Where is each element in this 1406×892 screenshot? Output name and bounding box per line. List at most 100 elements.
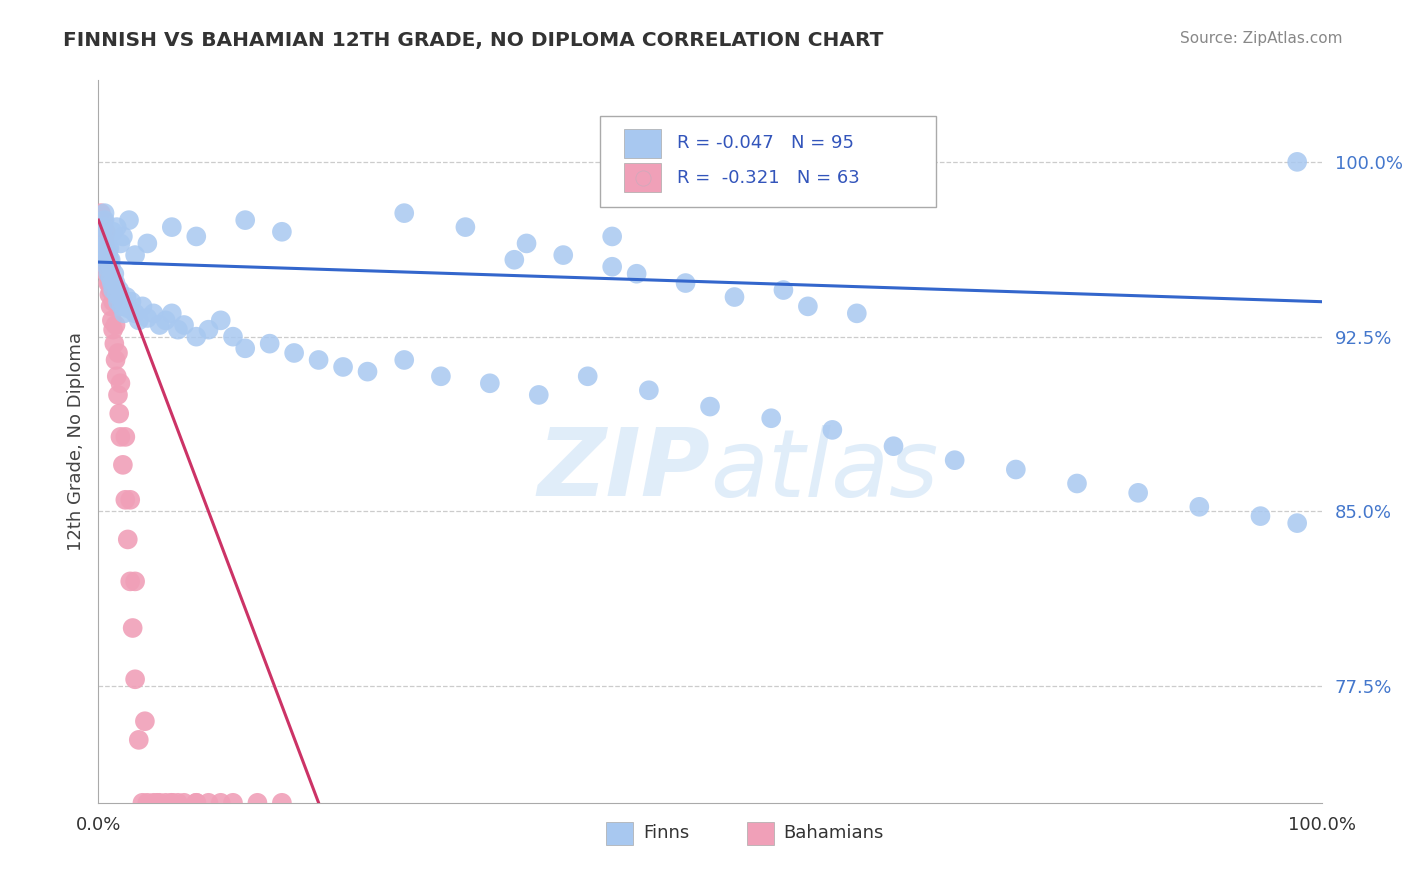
Bahamians: [94, 252, 117, 267]
Finns: [392, 206, 416, 220]
Finns: [101, 225, 124, 239]
Bahamians: [149, 796, 172, 810]
Bahamians: [91, 220, 114, 235]
Bahamians: [124, 574, 146, 589]
Bahamians: [104, 353, 127, 368]
Bahamians: [91, 229, 114, 244]
Bahamians: [98, 271, 121, 285]
Bahamians: [108, 407, 131, 421]
Finns: [94, 252, 117, 267]
Finns: [186, 229, 208, 244]
Finns: [108, 283, 131, 297]
Bahamians: [101, 323, 124, 337]
Finns: [155, 313, 177, 327]
Bahamians: [96, 260, 118, 274]
Finns: [118, 301, 141, 316]
Finns: [142, 306, 165, 320]
Finns: [160, 306, 183, 320]
Finns: [576, 369, 599, 384]
Bahamians: [101, 313, 124, 327]
Finns: [821, 423, 844, 437]
Finns: [100, 271, 122, 285]
Finns: [124, 306, 146, 320]
Finns: [136, 311, 159, 326]
Finns: [110, 236, 132, 251]
Finns: [97, 267, 120, 281]
Finns: [883, 439, 905, 453]
Text: FINNISH VS BAHAMIAN 12TH GRADE, NO DIPLOMA CORRELATION CHART: FINNISH VS BAHAMIAN 12TH GRADE, NO DIPLO…: [63, 31, 883, 50]
Finns: [107, 294, 129, 309]
Finns: [118, 213, 141, 227]
Finns: [1188, 500, 1211, 514]
Finns: [283, 346, 305, 360]
Text: R = -0.047   N = 95: R = -0.047 N = 95: [678, 134, 853, 153]
Bahamians: [186, 796, 208, 810]
Bahamians: [197, 796, 219, 810]
Bahamians: [131, 796, 153, 810]
Finns: [233, 213, 256, 227]
Bahamians: [246, 796, 269, 810]
Bahamians: [98, 287, 121, 301]
Finns: [761, 411, 783, 425]
Finns: [93, 248, 115, 262]
Finns: [167, 323, 190, 337]
Finns: [97, 244, 120, 258]
Bahamians: [98, 276, 121, 290]
Text: Source: ZipAtlas.com: Source: ZipAtlas.com: [1180, 31, 1343, 46]
Finns: [1128, 485, 1150, 500]
Finns: [197, 323, 219, 337]
Finns: [1249, 509, 1271, 524]
Bahamians: [134, 714, 156, 729]
Finns: [112, 306, 135, 320]
Bahamians: [94, 225, 117, 239]
Bahamians: [96, 267, 118, 281]
Text: Bahamians: Bahamians: [783, 824, 884, 842]
Bahamians: [222, 796, 245, 810]
Text: R =  -0.321   N = 63: R = -0.321 N = 63: [678, 169, 859, 186]
Finns: [392, 353, 416, 368]
Bahamians: [104, 318, 127, 332]
Bahamians: [167, 796, 190, 810]
Finns: [515, 236, 537, 251]
Bahamians: [173, 796, 195, 810]
Finns: [94, 236, 117, 251]
Bahamians: [270, 796, 294, 810]
Bahamians: [186, 796, 208, 810]
Bahamians: [142, 796, 165, 810]
Bahamians: [90, 206, 112, 220]
Finns: [91, 220, 114, 235]
Finns: [100, 260, 122, 274]
Bahamians: [91, 236, 114, 251]
Bar: [747, 822, 773, 845]
Bahamians: [93, 248, 115, 262]
Finns: [600, 260, 623, 274]
Finns: [91, 229, 114, 244]
Bahamians: [117, 533, 139, 547]
Finns: [101, 283, 124, 297]
Finns: [430, 369, 453, 384]
Finns: [233, 341, 256, 355]
Bahamians: [110, 430, 132, 444]
Finns: [136, 236, 159, 251]
Finns: [478, 376, 501, 391]
Finns: [105, 287, 128, 301]
Finns: [160, 220, 183, 235]
Finns: [98, 241, 121, 255]
Bahamians: [107, 388, 129, 402]
Finns: [111, 294, 134, 309]
Finns: [173, 318, 195, 332]
Finns: [110, 290, 132, 304]
Finns: [115, 290, 138, 304]
Finns: [454, 220, 477, 235]
Finns: [98, 252, 121, 267]
Finns: [626, 267, 648, 281]
Bahamians: [209, 796, 232, 810]
Finns: [128, 313, 150, 327]
Bahamians: [120, 492, 142, 507]
Finns: [1004, 462, 1026, 476]
Bahamians: [100, 260, 122, 274]
Bahamians: [103, 336, 125, 351]
Finns: [96, 260, 118, 274]
Bar: [606, 822, 633, 845]
Finns: [186, 329, 208, 343]
